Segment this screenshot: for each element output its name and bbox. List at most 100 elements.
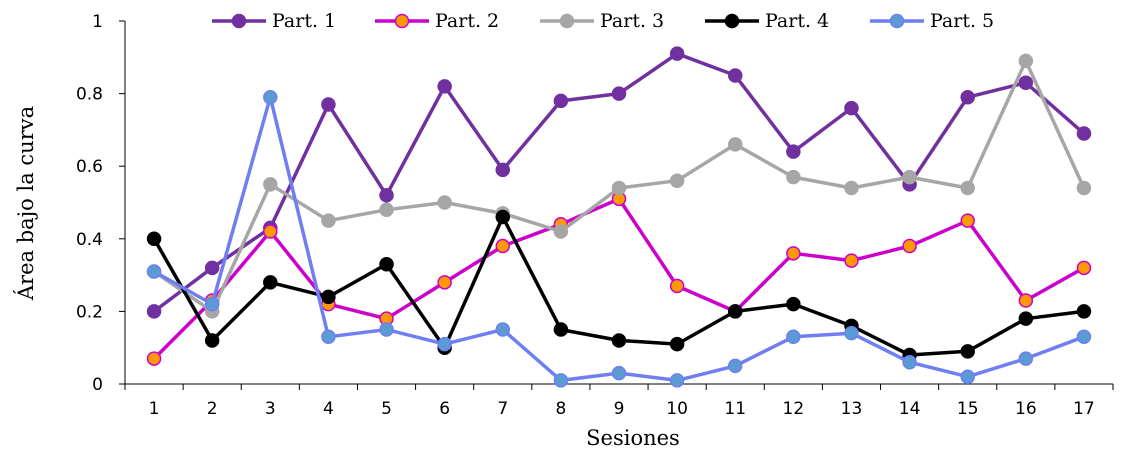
x-tick-label: 1 [149, 399, 160, 419]
y-tick-label: 0.8 [76, 85, 103, 105]
x-tick-label: 5 [381, 399, 392, 419]
data-point [379, 322, 394, 337]
data-point [1076, 329, 1092, 345]
data-point [786, 329, 801, 345]
legend-item-1: Part. 1 [212, 10, 336, 32]
data-point [727, 358, 743, 374]
data-point [437, 79, 452, 94]
axes [124, 21, 1113, 385]
data-point [379, 256, 394, 272]
data-point [204, 333, 220, 348]
data-point [1076, 180, 1092, 196]
data-point [960, 369, 975, 384]
data-point [321, 329, 336, 345]
data-point [263, 89, 278, 105]
data-point [611, 86, 627, 101]
series-part-1 [146, 46, 1092, 319]
data-point [1018, 75, 1034, 90]
y-axis-title: Área bajo la curva [14, 106, 38, 301]
data-point [786, 144, 801, 159]
data-point [669, 173, 685, 188]
data-point [379, 202, 394, 218]
x-tick-label: 14 [899, 399, 921, 419]
data-point [146, 264, 162, 279]
y-ticks: 0 0.2 0.4 0.6 0.8 1 [76, 12, 125, 395]
data-point [553, 373, 569, 388]
data-point [611, 365, 627, 381]
data-point [495, 209, 511, 225]
x-tick-label: 11 [724, 399, 746, 419]
legend: Part. 1 Part. 2 Part. 3 Part. 4 Part. 5 [212, 10, 994, 32]
legend-label: Part. 4 [765, 10, 829, 32]
x-tick-label: 9 [614, 399, 625, 419]
legend-label: Part. 5 [930, 10, 994, 32]
legend-label: Part. 1 [272, 10, 336, 32]
legend-label: Part. 3 [600, 10, 664, 32]
x-tick-label: 8 [555, 399, 566, 419]
x-tick-label: 15 [957, 399, 979, 419]
data-point [146, 231, 162, 247]
legend-marker [231, 13, 247, 29]
data-point [727, 68, 743, 83]
data-point [960, 344, 975, 359]
data-point [495, 238, 511, 254]
x-tick-label: 16 [1015, 399, 1037, 419]
data-point [1076, 304, 1092, 319]
data-point [495, 322, 511, 337]
data-point [1018, 293, 1034, 308]
series-part-3 [146, 53, 1092, 319]
legend-marker [889, 13, 905, 29]
legend-marker [559, 13, 575, 29]
data-point [844, 253, 859, 268]
data-point [263, 275, 278, 290]
data-point [321, 289, 336, 305]
legend-item-4: Part. 4 [705, 10, 829, 32]
data-point [669, 336, 685, 352]
x-tick-label: 7 [497, 399, 508, 419]
data-point [786, 296, 801, 312]
series-part-5 [146, 89, 1092, 388]
y-tick-label: 0 [92, 375, 103, 395]
data-point [786, 169, 801, 185]
x-tick-label: 4 [323, 399, 334, 419]
data-point [321, 213, 336, 228]
data-point [321, 97, 336, 112]
x-axis-title: Sesiones [586, 426, 680, 450]
data-point [611, 333, 627, 348]
data-point [263, 224, 278, 239]
data-point [553, 322, 569, 337]
y-tick-label: 1 [92, 12, 103, 32]
x-tick-label: 12 [783, 399, 805, 419]
legend-item-2: Part. 2 [375, 10, 499, 32]
data-point [553, 93, 569, 109]
series-layer [146, 46, 1092, 388]
data-point [669, 46, 685, 61]
series-part-4 [146, 209, 1092, 363]
data-point [204, 296, 220, 312]
data-point [727, 304, 743, 319]
legend-marker [394, 13, 410, 29]
data-point [669, 278, 685, 294]
data-point [437, 275, 452, 290]
data-point [1076, 126, 1092, 141]
data-point [902, 169, 917, 185]
data-point [669, 373, 685, 388]
x-tick-label: 13 [841, 399, 863, 419]
data-point [902, 238, 917, 254]
data-point [727, 137, 743, 152]
data-point [844, 100, 859, 116]
data-point [263, 177, 278, 192]
x-tick-label: 6 [439, 399, 450, 419]
data-point [611, 180, 627, 196]
data-point [1018, 53, 1034, 69]
data-point [437, 195, 452, 210]
legend-item-3: Part. 3 [540, 10, 664, 32]
data-point [495, 162, 511, 178]
data-point [379, 187, 394, 203]
y-tick-label: 0.6 [76, 157, 103, 177]
x-tick-label: 3 [265, 399, 276, 419]
legend-item-5: Part. 5 [870, 10, 994, 32]
legend-label: Part. 2 [435, 10, 499, 32]
x-tick-label: 10 [666, 399, 688, 419]
